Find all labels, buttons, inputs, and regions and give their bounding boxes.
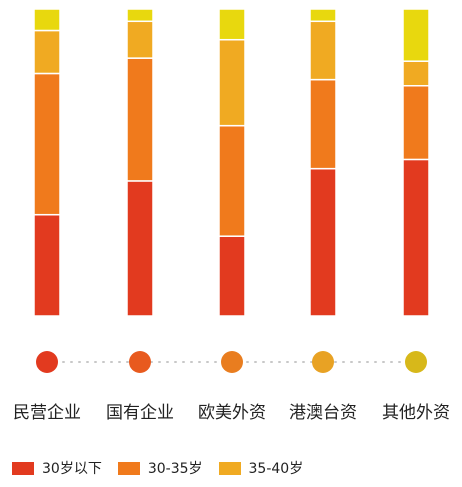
bar-segment	[218, 124, 246, 237]
bar-segment	[218, 38, 246, 127]
bar-segment	[126, 180, 154, 317]
legend-label: 30-35岁	[147, 461, 203, 477]
legend-swatch	[12, 461, 34, 475]
bar-segment	[402, 158, 430, 317]
category-label: 其他外资	[382, 403, 450, 423]
bar-segment	[126, 20, 154, 59]
bar-segment	[309, 8, 337, 23]
category-label: 欧美外资	[198, 403, 266, 423]
category-dot	[36, 351, 58, 373]
legend-item-under-30: 30岁以下	[12, 458, 102, 478]
bar-segment	[218, 8, 246, 41]
category-label: 港澳台资	[289, 403, 357, 423]
category-dot	[405, 351, 427, 373]
bar-segment	[33, 8, 61, 32]
bar-segment	[33, 213, 61, 317]
bar-segment	[309, 78, 337, 170]
bar-segment	[402, 8, 430, 62]
legend-item-30-35: 30-35岁	[117, 458, 203, 478]
legend-swatch	[218, 461, 241, 475]
bar-segment	[33, 29, 61, 75]
category-label: 民营企业	[13, 403, 81, 423]
legend-item-35-40: 35-40岁	[218, 458, 304, 478]
legend-label: 30岁以下	[42, 461, 102, 477]
bar-segment	[126, 8, 154, 23]
bar-segment	[218, 235, 246, 317]
bar-segment	[309, 167, 337, 317]
category-dot	[312, 351, 334, 373]
legend-label: 35-40岁	[248, 461, 304, 477]
legend-swatch	[117, 461, 140, 475]
bar-segment	[309, 20, 337, 81]
bar-segment	[402, 60, 430, 87]
bar-segment	[402, 85, 430, 161]
category-dot	[221, 351, 243, 373]
category-label: 国有企业	[106, 403, 174, 423]
bar-segment	[33, 72, 61, 216]
category-dot	[129, 351, 151, 373]
bar-segment	[126, 57, 154, 182]
legend: 30岁以下 30-35岁 35-40岁	[12, 458, 319, 478]
